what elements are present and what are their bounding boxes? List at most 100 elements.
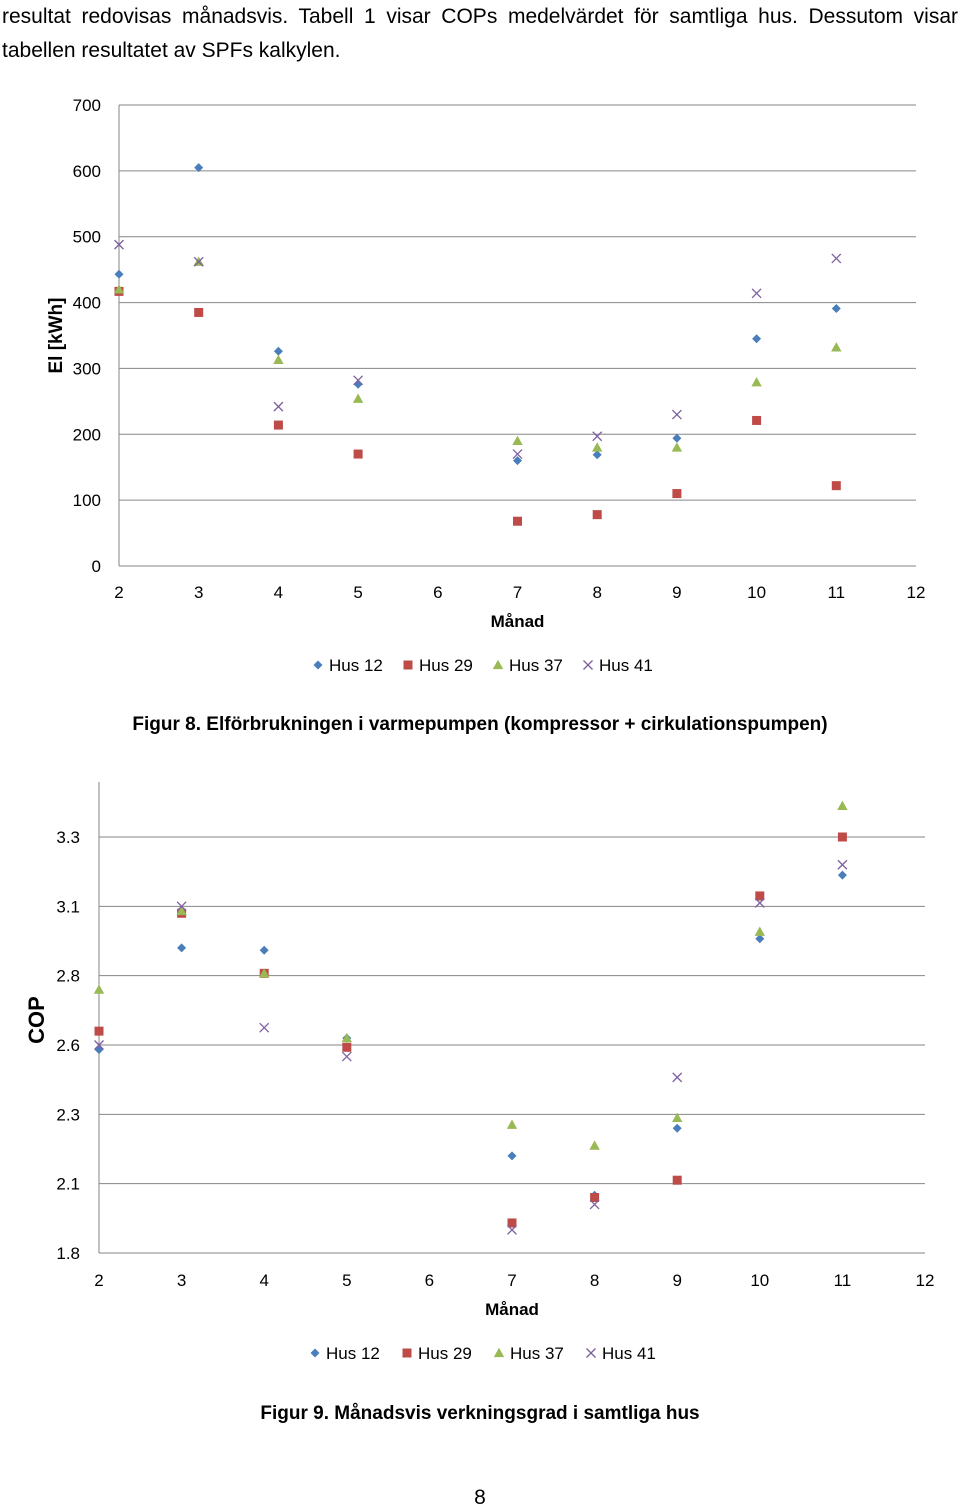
point-hus-12 bbox=[831, 303, 841, 313]
point-hus-37 bbox=[589, 1140, 600, 1150]
point-hus-12 bbox=[672, 1123, 682, 1133]
point-hus-41 bbox=[341, 1051, 352, 1062]
x-tick-label: 11 bbox=[834, 1271, 852, 1290]
legend-label-hus-37: Hus 37 bbox=[509, 656, 563, 675]
point-hus-29 bbox=[342, 1042, 352, 1052]
point-hus-29 bbox=[592, 510, 602, 520]
point-hus-12 bbox=[114, 269, 124, 279]
point-hus-37 bbox=[831, 342, 842, 352]
point-hus-12 bbox=[592, 450, 602, 460]
point-hus-29 bbox=[353, 449, 363, 459]
x-tick-label: 5 bbox=[342, 1271, 351, 1290]
x-tick-label: 7 bbox=[513, 583, 522, 602]
x-tick-label: 8 bbox=[592, 583, 601, 602]
point-hus-41 bbox=[592, 431, 603, 442]
point-hus-12 bbox=[672, 433, 682, 443]
x-tick-label: 10 bbox=[747, 583, 766, 602]
point-hus-41 bbox=[273, 401, 284, 412]
y-tick-label: 100 bbox=[73, 491, 101, 510]
point-hus-37 bbox=[259, 968, 270, 978]
point-hus-29 bbox=[755, 891, 765, 901]
x-tick-label: 4 bbox=[274, 583, 283, 602]
x-tick-label: 2 bbox=[94, 1271, 103, 1290]
x-tick-label: 7 bbox=[507, 1271, 516, 1290]
legend-label-hus-12: Hus 12 bbox=[329, 656, 383, 675]
point-hus-12 bbox=[513, 456, 522, 466]
point-hus-37 bbox=[592, 442, 603, 452]
x-tick-label: 6 bbox=[433, 583, 442, 602]
x-tick-label: 12 bbox=[916, 1271, 935, 1290]
legend-marker-hus-37 bbox=[492, 659, 504, 670]
x-axis-title: Månad bbox=[485, 1300, 539, 1319]
page-number: 8 bbox=[474, 1486, 486, 1509]
chart-cop: 1.8 2.1 2.3 2.6 2.8 3.1 3.3 2 3 4 5 6 7 8 9 10 11 12 Månad… bbox=[24, 782, 935, 1363]
point-hus-41 bbox=[589, 1199, 600, 1210]
chart-electricity: 0 100 200 300 400 500 600 700 2 3 4 5 6 7 8 9 10 11 12 Måna… bbox=[46, 96, 925, 675]
y-axis-title: COP bbox=[24, 996, 49, 1044]
point-hus-29 bbox=[513, 516, 522, 526]
y-tick-label: 500 bbox=[73, 228, 101, 247]
point-hus-12 bbox=[273, 346, 283, 356]
point-hus-37 bbox=[352, 393, 364, 403]
y-tick-label: 0 bbox=[92, 557, 101, 576]
legend-marker-hus-12 bbox=[310, 1348, 320, 1358]
x-tick-label: 6 bbox=[425, 1271, 434, 1290]
point-hus-29 bbox=[507, 1218, 517, 1228]
y-tick-label: 400 bbox=[73, 294, 101, 313]
figure-8-caption: Figur 8. Elförbrukningen i varmepumpen (… bbox=[132, 714, 828, 735]
point-hus-41 bbox=[114, 239, 124, 250]
point-hus-41 bbox=[751, 288, 762, 299]
legend-label-hus-41: Hus 41 bbox=[599, 656, 653, 675]
point-hus-41 bbox=[831, 253, 842, 264]
x-tick-label: 9 bbox=[672, 1271, 681, 1290]
figure-9-caption: Figur 9. Månadsvis verkningsgrad i samtl… bbox=[260, 1403, 700, 1424]
point-hus-37 bbox=[506, 1119, 518, 1129]
point-hus-41 bbox=[672, 1072, 683, 1083]
point-hus-29 bbox=[837, 832, 847, 842]
x-tick-label: 3 bbox=[194, 583, 203, 602]
y-axis-title: El [kWh] bbox=[46, 298, 67, 374]
point-hus-29 bbox=[94, 1026, 104, 1036]
x-tick-label: 8 bbox=[590, 1271, 599, 1290]
point-hus-41 bbox=[353, 375, 364, 386]
y-tick-label: 600 bbox=[73, 162, 101, 181]
y-tick-label: 2.3 bbox=[56, 1105, 80, 1124]
point-hus-12 bbox=[94, 1045, 104, 1055]
point-hus-37 bbox=[341, 1032, 352, 1043]
point-hus-41 bbox=[193, 256, 204, 267]
point-hus-29 bbox=[752, 415, 762, 425]
x-axis-title: Månad bbox=[491, 612, 545, 631]
legend-label-hus-29: Hus 29 bbox=[419, 656, 473, 675]
x-tick-label: 3 bbox=[177, 1271, 186, 1290]
point-hus-37 bbox=[751, 377, 762, 387]
point-hus-12 bbox=[259, 945, 269, 955]
y-tick-label: 700 bbox=[73, 96, 101, 115]
point-hus-37 bbox=[672, 1112, 683, 1122]
point-hus-41 bbox=[94, 1040, 104, 1050]
point-hus-29 bbox=[194, 307, 204, 317]
y-tick-label: 1.8 bbox=[56, 1244, 80, 1263]
point-hus-12 bbox=[194, 163, 204, 173]
y-tick-label: 3.1 bbox=[56, 897, 80, 916]
y-tick-label: 2.8 bbox=[56, 967, 80, 986]
x-tick-label: 9 bbox=[672, 583, 681, 602]
point-hus-12 bbox=[752, 334, 762, 344]
point-hus-29 bbox=[831, 481, 841, 491]
legend-label-hus-29: Hus 29 bbox=[418, 1344, 472, 1363]
y-tick-label: 200 bbox=[73, 425, 101, 444]
legend-label-hus-12: Hus 12 bbox=[326, 1344, 380, 1363]
legend-marker-hus-29 bbox=[402, 1348, 412, 1358]
legend-marker-hus-12 bbox=[313, 660, 323, 670]
point-hus-12 bbox=[507, 1151, 517, 1161]
point-hus-29 bbox=[672, 1175, 682, 1185]
point-hus-41 bbox=[507, 1224, 517, 1235]
point-hus-37 bbox=[512, 435, 523, 446]
point-hus-41 bbox=[176, 901, 187, 912]
x-tick-label: 11 bbox=[827, 583, 845, 602]
point-hus-12 bbox=[755, 934, 765, 944]
x-tick-label: 10 bbox=[750, 1271, 769, 1290]
point-hus-12 bbox=[177, 943, 187, 953]
point-hus-37 bbox=[837, 800, 848, 810]
point-hus-41 bbox=[512, 449, 523, 460]
point-hus-41 bbox=[259, 1022, 270, 1033]
